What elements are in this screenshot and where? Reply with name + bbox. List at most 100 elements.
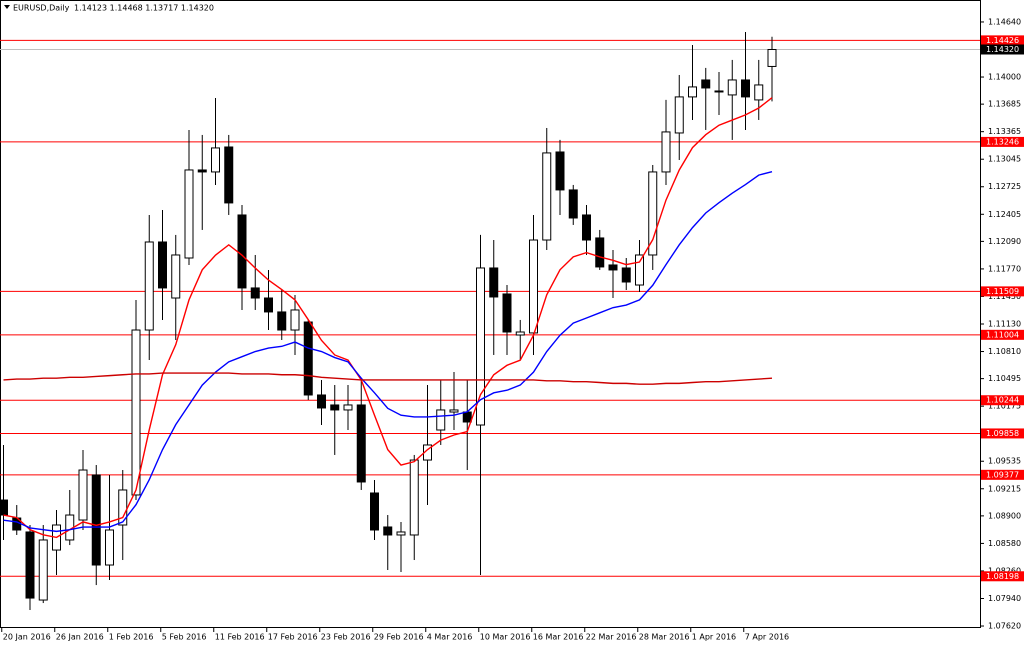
candle-body xyxy=(648,171,658,256)
y-tick-label: 1.08900 xyxy=(988,511,1021,520)
candle-body xyxy=(105,529,114,566)
candle-body xyxy=(489,267,499,298)
level-label: 1.14426 xyxy=(986,36,1019,45)
x-tick-label: 1 Feb 2016 xyxy=(109,633,154,642)
candle-body xyxy=(78,469,88,521)
candle-body xyxy=(0,499,8,516)
candle-body xyxy=(184,169,194,259)
candle-body xyxy=(476,267,485,426)
candle-body xyxy=(542,152,552,241)
candle-body xyxy=(568,189,578,219)
candle-body xyxy=(144,241,154,331)
level-label-box xyxy=(981,428,1024,439)
y-tick-label: 1.12725 xyxy=(988,182,1021,191)
menu-icon xyxy=(4,5,10,9)
candle-body xyxy=(555,151,565,191)
candle-body xyxy=(277,311,287,331)
y-tick-label: 1.07940 xyxy=(988,594,1021,603)
candle-body xyxy=(767,48,777,67)
y-tick-label: 1.10495 xyxy=(988,374,1021,383)
ohlc-summary: 1.14123 1.14468 1.13717 1.14320 xyxy=(74,4,214,13)
candle-body xyxy=(582,214,591,241)
candle-body xyxy=(25,531,35,599)
y-tick-label: 1.10810 xyxy=(988,347,1021,356)
candle-body xyxy=(409,459,419,536)
candle-body xyxy=(383,526,393,536)
candle-body xyxy=(714,90,724,93)
y-tick-label: 1.11130 xyxy=(988,319,1021,328)
x-tick-label: 16 Mar 2016 xyxy=(533,633,584,642)
y-tick-label: 1.13045 xyxy=(988,155,1021,164)
candle-body xyxy=(608,264,618,271)
x-tick-label: 23 Feb 2016 xyxy=(321,633,371,642)
level-label-box xyxy=(981,35,1024,46)
y-tick-label: 1.10175 xyxy=(988,402,1021,411)
level-label: 1.11004 xyxy=(986,330,1019,339)
candle-body xyxy=(741,79,750,98)
y-tick-label: 1.12405 xyxy=(988,210,1021,219)
candle-body xyxy=(303,321,313,396)
candle-body xyxy=(621,267,631,283)
level-label-box xyxy=(981,571,1024,582)
level-label: 1.13246 xyxy=(986,137,1019,146)
candle-body xyxy=(595,237,605,268)
candle-body xyxy=(330,404,340,411)
candle-body xyxy=(317,394,326,409)
candle-body xyxy=(462,411,472,423)
indicator-line xyxy=(3,97,773,539)
candle-body xyxy=(356,404,366,483)
level-label-box xyxy=(981,286,1024,297)
x-tick-label: 17 Feb 2016 xyxy=(268,633,318,642)
candle-body xyxy=(158,241,167,289)
level-label: 1.08198 xyxy=(986,572,1019,581)
x-tick-label: 1 Apr 2016 xyxy=(692,633,736,642)
x-tick-label: 26 Jan 2016 xyxy=(56,633,104,642)
y-tick-label: 1.09215 xyxy=(988,484,1021,493)
candle-body xyxy=(370,492,379,531)
x-tick-label: 29 Feb 2016 xyxy=(374,633,424,642)
indicator-line xyxy=(3,372,773,385)
candle-body xyxy=(502,293,512,333)
y-tick-label: 1.08580 xyxy=(988,539,1021,548)
candle-body xyxy=(237,214,247,289)
level-label-box xyxy=(981,329,1024,340)
level-label: 1.11509 xyxy=(986,287,1019,296)
plot-frame xyxy=(0,0,981,628)
candle-body xyxy=(131,329,141,496)
current-price-label: 1.14320 xyxy=(986,45,1019,54)
candle-body xyxy=(449,409,459,413)
candle-body xyxy=(91,474,101,566)
candle-body xyxy=(118,489,128,526)
x-tick-label: 11 Feb 2016 xyxy=(215,633,265,642)
candle-body xyxy=(688,86,697,98)
candle-body xyxy=(224,146,234,204)
candle-body xyxy=(197,169,207,173)
x-tick-label: 5 Feb 2016 xyxy=(162,633,207,642)
y-tick-label: 1.13365 xyxy=(988,127,1021,136)
level-label-box xyxy=(981,136,1024,147)
candle-body xyxy=(264,297,273,313)
indicator-line xyxy=(3,171,773,533)
x-tick-label: 22 Mar 2016 xyxy=(586,633,637,642)
candle-body xyxy=(754,84,764,101)
level-label-box xyxy=(981,395,1024,406)
candle-body xyxy=(396,531,406,536)
y-tick-label: 1.07620 xyxy=(988,622,1021,631)
candle-body xyxy=(171,254,181,299)
y-tick-label: 1.08260 xyxy=(988,566,1021,575)
level-label: 1.09858 xyxy=(986,429,1019,438)
y-tick-label: 1.12090 xyxy=(988,237,1021,246)
level-label: 1.10244 xyxy=(986,396,1019,405)
candle-body xyxy=(661,131,671,173)
candle-body xyxy=(635,254,644,286)
y-tick-label: 1.14000 xyxy=(988,73,1021,82)
y-tick-label: 1.11770 xyxy=(988,264,1021,273)
candle-body xyxy=(250,287,260,299)
candle-body xyxy=(674,96,684,134)
y-tick-label: 1.14640 xyxy=(988,17,1021,26)
chart-title: EURUSD,Daily xyxy=(13,4,70,13)
current-price-box xyxy=(981,44,1024,55)
x-tick-label: 10 Mar 2016 xyxy=(480,633,531,642)
